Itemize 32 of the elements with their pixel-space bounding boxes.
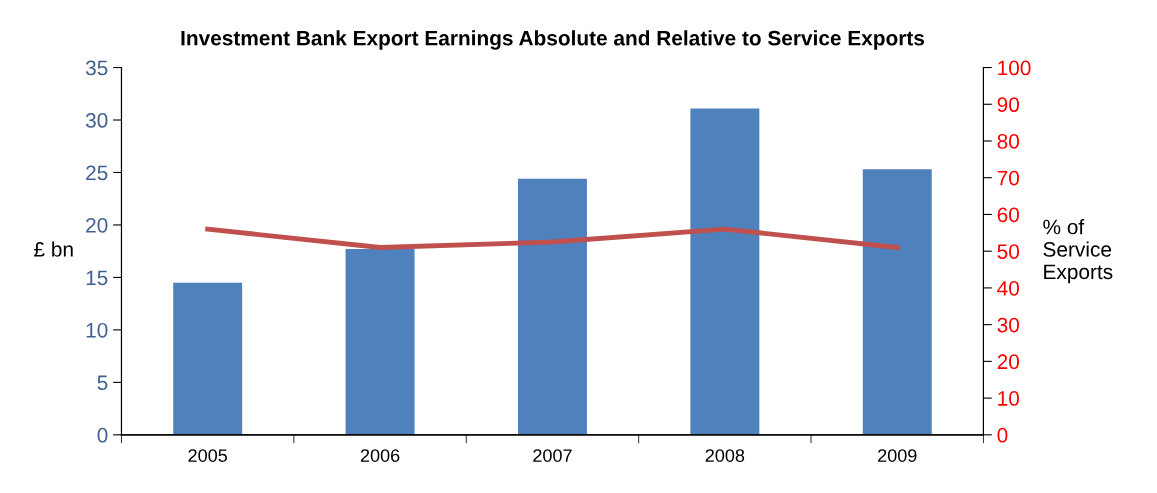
y-tick-label: 30 [85, 113, 108, 128]
y-tick-label: 5 [97, 375, 108, 391]
bar [173, 282, 243, 435]
x-tick-label: 2006 [360, 449, 400, 462]
bar [690, 108, 760, 435]
x-tick-label: 2007 [533, 449, 572, 462]
y2-tick-label: 30 [997, 317, 1019, 333]
y2-tick-label: 70 [997, 170, 1019, 186]
y2-tick-label: 50 [997, 244, 1019, 259]
y-axis-title: £ bn [34, 241, 73, 257]
y2-tick-label: 0 [997, 427, 1008, 443]
y2-tick-label: 100 [998, 60, 1031, 76]
y-tick-label: 35 [85, 60, 108, 76]
y-tick-label: 10 [86, 322, 108, 338]
bar [862, 169, 932, 435]
y-tick-label: 15 [86, 270, 108, 286]
y2-tick-label: 20 [997, 354, 1019, 370]
y-tick-label: 0 [97, 427, 108, 443]
y-tick-label: 20 [86, 217, 108, 233]
y2-tick-label: 90 [997, 97, 1019, 113]
y-tick-label: 25 [86, 165, 108, 181]
y2-tick-label: 80 [997, 134, 1019, 149]
bar [517, 178, 587, 435]
y2-tick-label: 40 [997, 280, 1019, 296]
x-tick-label: 2009 [878, 449, 917, 462]
chart-title: Investment Bank Export Earnings Absolute and Relative to Service Exports [181, 30, 925, 50]
bar [345, 249, 415, 435]
y2-tick-label: 60 [997, 207, 1019, 223]
y2-tick-label: 10 [998, 391, 1019, 406]
y2-axis-title: % of Service Exports [1043, 219, 1113, 284]
x-tick-label: 2005 [188, 449, 228, 462]
x-tick-label: 2008 [705, 449, 745, 462]
